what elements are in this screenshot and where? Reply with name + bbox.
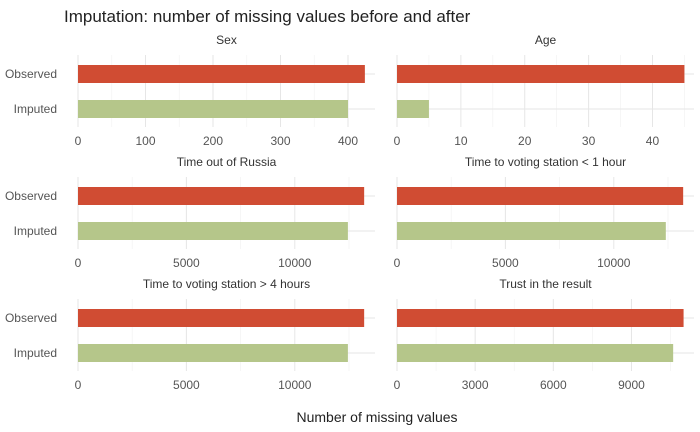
category-label: Imputed bbox=[14, 102, 57, 116]
category-label: Imputed bbox=[14, 224, 57, 238]
facet-title: Time to voting station < 1 hour bbox=[465, 155, 626, 169]
x-tick-label: 20 bbox=[518, 134, 532, 148]
x-tick-label: 100 bbox=[135, 134, 155, 148]
bar-imputed bbox=[78, 222, 348, 240]
x-axis-label: Number of missing values bbox=[296, 409, 457, 425]
facet-panel: Trust in the result 0 3000 6000 9000 bbox=[394, 277, 694, 392]
bar-imputed bbox=[397, 100, 429, 118]
bar-imputed bbox=[78, 344, 348, 362]
x-tick-label: 0 bbox=[394, 134, 401, 148]
x-tick-label: 0 bbox=[75, 256, 82, 270]
bar-observed bbox=[78, 309, 365, 327]
facet-title: Time to voting station > 4 hours bbox=[143, 277, 310, 291]
x-tick-label: 9000 bbox=[618, 378, 645, 392]
bar-observed bbox=[78, 187, 365, 205]
x-tick-label: 0 bbox=[394, 378, 401, 392]
facet-title: Time out of Russia bbox=[177, 155, 277, 169]
bar-observed bbox=[397, 187, 684, 205]
bar-imputed bbox=[397, 222, 666, 240]
facet-title: Age bbox=[535, 33, 557, 47]
chart-title: Imputation: number of missing values bef… bbox=[64, 7, 471, 26]
x-tick-label: 10 bbox=[454, 134, 468, 148]
bar-imputed bbox=[78, 100, 348, 118]
facet-title: Sex bbox=[216, 33, 237, 47]
facet-panel: Time out of Russia 0 5000 10000 Observed Impu… bbox=[5, 155, 375, 270]
x-tick-label: 5000 bbox=[492, 256, 519, 270]
facet-panel: Time to voting station < 1 hour 0 5000 1000… bbox=[394, 155, 694, 270]
x-tick-label: 0 bbox=[75, 134, 82, 148]
bar-observed bbox=[397, 65, 685, 83]
category-label: Imputed bbox=[14, 346, 57, 360]
facet-panel: Age 0 10 20 30 40 bbox=[394, 33, 694, 148]
x-tick-label: 300 bbox=[270, 134, 290, 148]
x-tick-label: 30 bbox=[582, 134, 596, 148]
bar-observed bbox=[397, 309, 684, 327]
facet-title: Trust in the result bbox=[499, 277, 592, 291]
x-tick-label: 40 bbox=[646, 134, 660, 148]
x-tick-label: 200 bbox=[203, 134, 223, 148]
x-tick-label: 0 bbox=[75, 378, 82, 392]
category-label: Observed bbox=[5, 311, 57, 325]
x-tick-label: 5000 bbox=[173, 256, 200, 270]
facet-panel: Time to voting station > 4 hours 0 5000 100… bbox=[5, 277, 375, 392]
bar-imputed bbox=[397, 344, 674, 362]
x-tick-label: 10000 bbox=[597, 256, 631, 270]
bar-observed bbox=[78, 65, 365, 83]
x-tick-label: 5000 bbox=[173, 378, 200, 392]
category-label: Observed bbox=[5, 189, 57, 203]
x-tick-label: 3000 bbox=[462, 378, 489, 392]
x-tick-label: 400 bbox=[338, 134, 358, 148]
x-tick-label: 10000 bbox=[278, 256, 312, 270]
x-tick-label: 10000 bbox=[278, 378, 312, 392]
facet-panel: Sex 0 100 200 300 400 Observed Imputed bbox=[5, 33, 375, 148]
category-label: Observed bbox=[5, 67, 57, 81]
x-tick-label: 0 bbox=[394, 256, 401, 270]
x-tick-label: 6000 bbox=[540, 378, 567, 392]
